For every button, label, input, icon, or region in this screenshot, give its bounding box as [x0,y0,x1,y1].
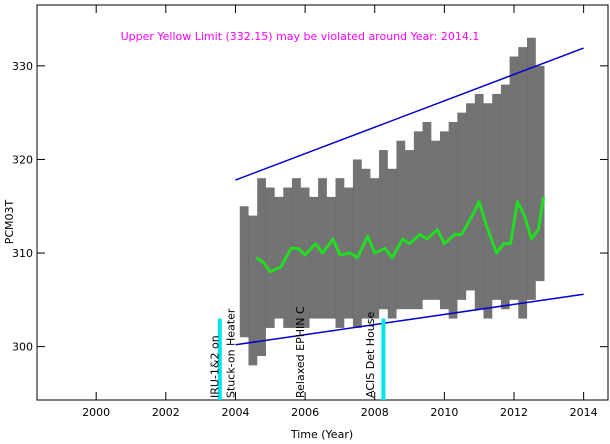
chart-title: Upper Yellow Limit (332.15) may be viola… [121,30,480,43]
data-range [431,140,441,300]
y-axis-label: PCM03T [3,199,16,244]
data-range [535,65,545,282]
data-range [379,150,388,310]
data-range [518,47,528,319]
x-tick-label: 2008 [361,406,389,419]
data-range [283,187,293,328]
x-tick-label: 2010 [430,406,458,419]
data-range [309,196,319,319]
x-tick-label: 2004 [221,406,249,419]
x-tick-label: 2006 [291,406,319,419]
data-range [239,206,249,338]
x-tick-label: 2014 [570,406,598,419]
annotation: ACIS Det House [364,312,377,398]
data-range [439,131,449,310]
data-range [396,140,406,310]
plot-frame [36,4,609,401]
smoothed-line [255,196,546,274]
annotation: IRU-1&2 on [209,335,222,398]
data-range [291,178,301,328]
data-range [387,168,397,319]
data-range [405,150,414,310]
data-range [352,159,362,328]
x-axis-label: Time (Year) [290,428,353,441]
data-range [257,178,266,357]
y-tick-label: 300 [12,341,33,354]
data-range [300,187,310,328]
data-range [370,178,380,319]
data-range [361,168,371,319]
x-tick-label: 2002 [152,406,180,419]
data-range [457,112,467,300]
annotation: Relaxed EPHIN C [294,306,307,398]
data-range [492,93,501,300]
y-tick-label: 330 [12,60,33,73]
data-range [248,215,258,366]
event-marker [217,318,222,400]
data-range [483,103,493,319]
x-tick-label: 2000 [82,406,110,419]
data-range [422,122,432,300]
data-range [265,187,275,328]
data-range [326,196,336,319]
data-range [448,122,458,319]
annotation: Stuck-on Heater [225,308,238,398]
x-tick-label: 2012 [500,406,528,419]
event-marker [381,318,386,400]
y-tick-label: 320 [12,153,33,166]
y-tick-label: 310 [12,247,33,260]
data-range [466,103,475,291]
data-range [274,196,284,319]
data-range [527,37,536,300]
data-range [500,84,510,310]
upper-trend-line [235,47,584,181]
data-range [413,131,423,310]
data-range [318,178,327,319]
lower-trend-line [235,293,584,346]
data-range [509,56,519,300]
